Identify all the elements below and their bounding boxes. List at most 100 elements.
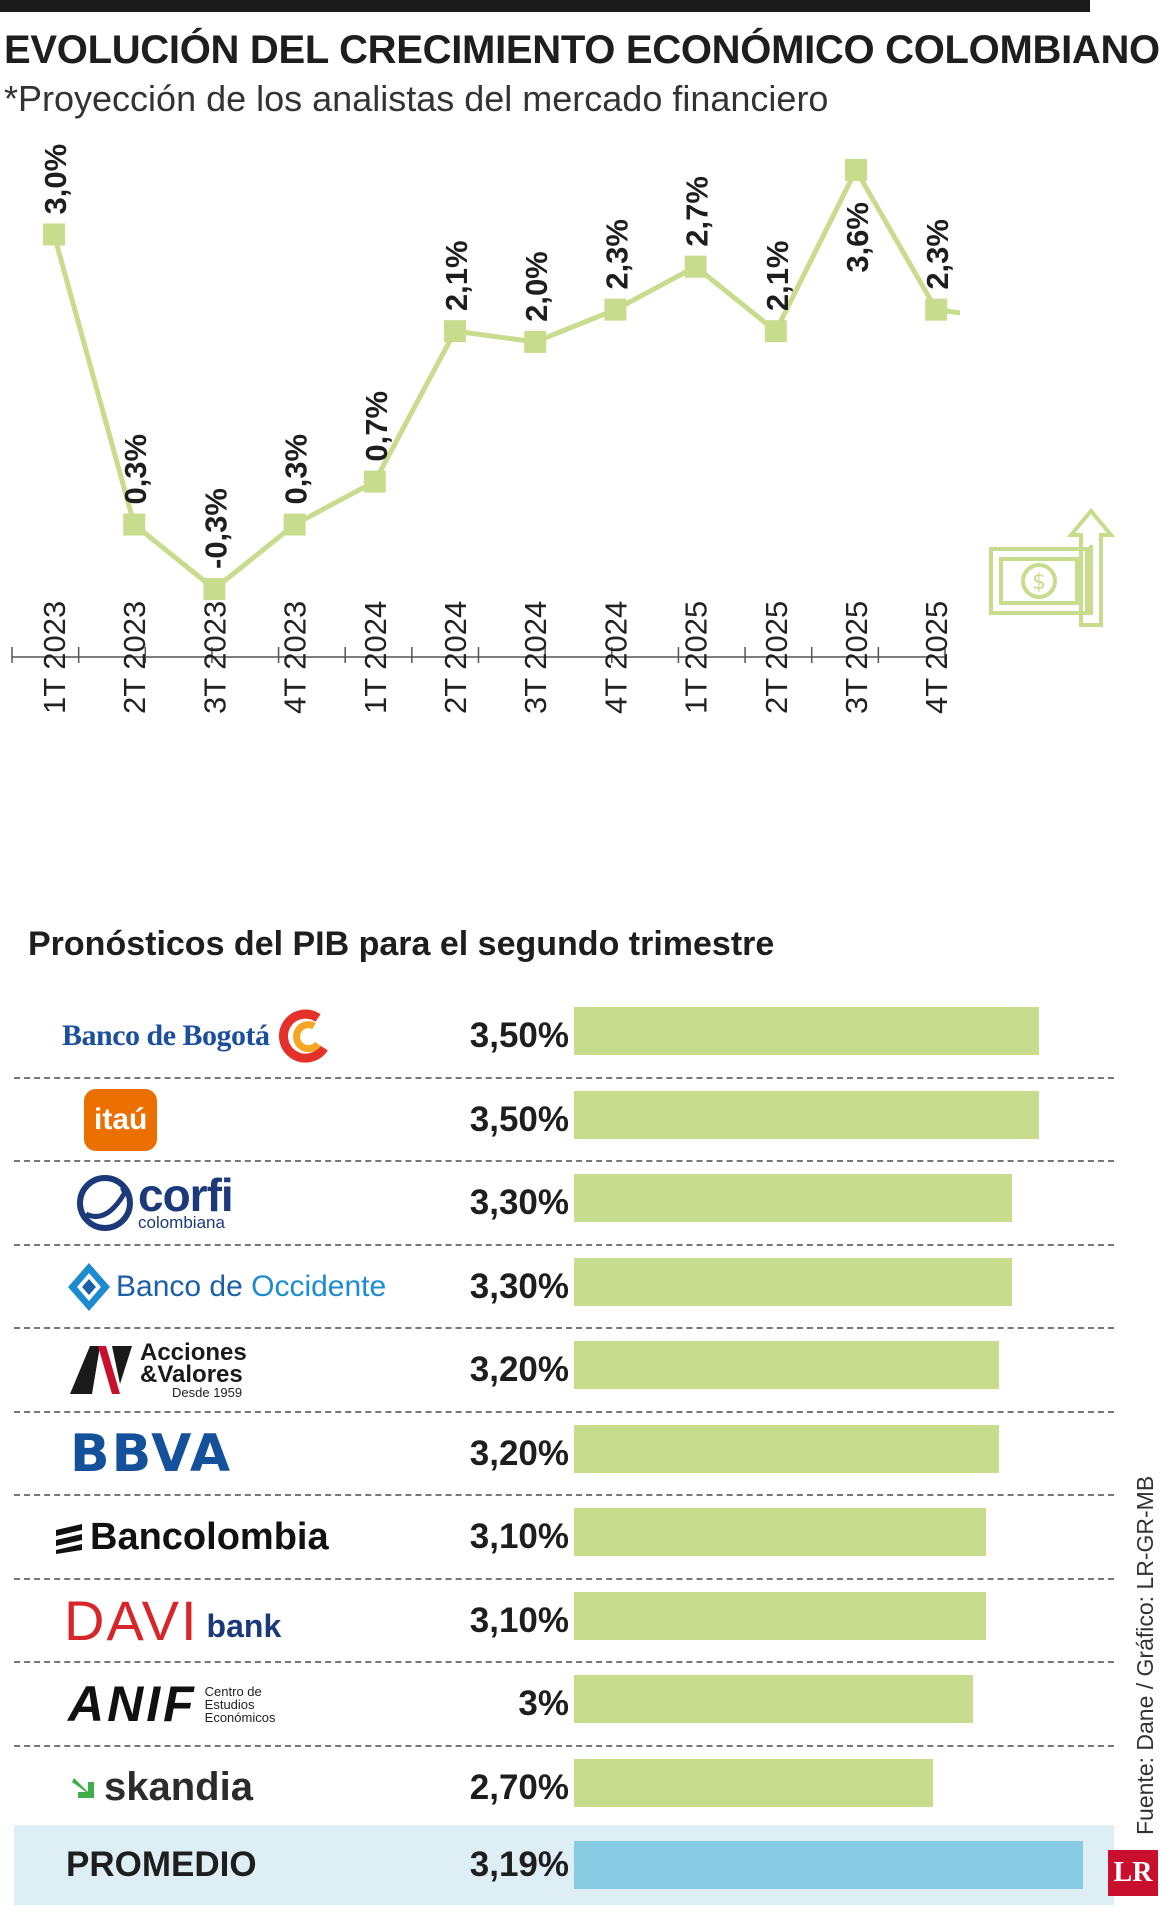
data-labels: 3,0% 0,3% -0,3% 0,3% 0,7% 2,1% 2,0% 2,3% 2,7% 2,1… — [38, 144, 955, 569]
chart-subtitle: *Proyección de los analistas del mercado… — [4, 78, 829, 119]
x-tick-label: 2T 2023 — [117, 601, 152, 714]
anif-logo-text: ANIF — [68, 1676, 197, 1732]
svg-text:$: $ — [1032, 570, 1046, 595]
x-tick-label: 1T 2024 — [358, 601, 393, 714]
forecast-table: Banco de Bogotá 3,50% itaú 3,50% corfi c… — [14, 995, 1114, 1830]
occidente-diamond-icon — [68, 1262, 110, 1311]
data-point — [123, 513, 146, 536]
bancolombia-logo: Bancolombia — [52, 1496, 329, 1578]
occidente-text-a: Banco de — [116, 1269, 252, 1303]
gdp-growth-line — [51, 167, 960, 592]
series-points — [43, 159, 948, 600]
data-label: 0,3% — [118, 434, 153, 505]
forecast-bar — [574, 1758, 933, 1807]
data-point — [684, 255, 707, 278]
data-point — [524, 330, 547, 353]
forecast-value: 3,10% — [469, 1517, 569, 1556]
x-tick-label: 4T 2023 — [278, 601, 313, 714]
x-tick-label: 2T 2024 — [438, 601, 473, 714]
data-label: -0,3% — [198, 488, 233, 569]
forecast-row-bancolombia: Bancolombia 3,10% — [14, 1496, 1114, 1580]
forecast-value: 3,20% — [469, 1350, 569, 1389]
x-axis — [11, 647, 946, 663]
av-logo-mark — [70, 1346, 132, 1394]
data-point — [363, 470, 386, 493]
forecast-value: 3,10% — [469, 1600, 569, 1640]
corfi-logo-subtext: colombiana — [138, 1213, 225, 1232]
source-credit: Fuente: Dane / Gráfico: LR-GR-MB — [1132, 1475, 1158, 1835]
bbva-logo: BBVA — [70, 1413, 232, 1495]
forecast-value: 3,20% — [469, 1433, 569, 1473]
davi-bank-text: bank — [206, 1608, 282, 1644]
acciones-since-text: Desde 1959 — [172, 1384, 243, 1400]
data-point — [203, 578, 226, 600]
data-point — [925, 298, 948, 321]
x-tick-label: 3T 2024 — [518, 601, 553, 714]
x-tick-label: 1T 2023 — [37, 601, 72, 714]
forecast-row-banco-de-bogota: Banco de Bogotá 3,50% — [14, 995, 1114, 1079]
forecast-value: 2,70% — [469, 1767, 569, 1807]
anif-sub-3: Económicos — [204, 1709, 276, 1725]
anif-sub-1: Centro de — [204, 1683, 262, 1699]
data-point — [764, 320, 787, 343]
forecast-row-corficolombiana: corfi colombiana 3,30% — [14, 1162, 1114, 1246]
corfi-logo-text: corfi — [138, 1169, 234, 1221]
data-label: 0,7% — [359, 391, 394, 462]
series-line — [51, 167, 960, 592]
average-value: 3,19% — [469, 1845, 569, 1884]
forecast-bar — [574, 1508, 986, 1556]
data-label: 3,6% — [840, 202, 875, 273]
chart-title: EVOLUCIÓN DEL CRECIMIENTO ECONÓMICO COLO… — [4, 28, 1160, 72]
data-point — [43, 223, 65, 246]
valores-text: &Valores — [140, 1360, 243, 1388]
davibank-logo: DAVI bank — [64, 1580, 281, 1662]
skandia-arrow-icon — [72, 1777, 94, 1798]
forecast-value: 3,50% — [469, 1016, 569, 1055]
forecast-row-banco-de-occidente: Banco de Occidente 3,30% — [14, 1246, 1114, 1329]
average-label: PROMEDIO — [66, 1845, 257, 1884]
average-bar — [574, 1841, 1083, 1889]
data-label: 2,3% — [920, 219, 955, 290]
forecast-value: 3,30% — [469, 1183, 569, 1222]
forecast-value: 3,50% — [469, 1099, 569, 1139]
forecast-bar — [574, 1257, 1013, 1306]
forecast-bar — [574, 1675, 973, 1723]
x-tick-label: 4T 2024 — [598, 601, 633, 714]
anif-sub-2: Estudios — [204, 1696, 255, 1712]
forecast-bar — [574, 1007, 1039, 1055]
forecast-bar — [574, 1424, 1000, 1473]
forecast-row-davibank: DAVI bank 3,10% — [14, 1580, 1114, 1663]
top-rule — [0, 0, 1090, 12]
banco-de-bogota-logo-text: Banco de Bogotá — [62, 1019, 270, 1052]
forecast-row-itau: itaú 3,50% — [14, 1079, 1114, 1162]
x-tick-label: 3T 2023 — [197, 601, 232, 714]
skandia-logo-text: skandia — [104, 1765, 253, 1809]
itau-logo-text: itaú — [84, 1088, 158, 1151]
x-tick-label: 3T 2025 — [839, 601, 874, 714]
forecast-bar — [574, 1174, 1013, 1222]
gdp-line-chart: 3,0% 0,3% -0,3% 0,3% 0,7% 2,1% 2,0% 2,3% 2,7% 2,1… — [11, 144, 960, 714]
bbva-logo-text: BBVA — [70, 1423, 233, 1484]
forecast-row-skandia: skandia 2,70% — [14, 1747, 1114, 1831]
banco-de-occidente-logo: Banco de Occidente — [66, 1246, 386, 1328]
banco-de-bogota-logo: Banco de Bogotá — [62, 995, 334, 1077]
forecast-bar — [574, 1341, 1000, 1389]
banco-de-occidente-logo-text: Banco de Occidente — [116, 1270, 386, 1304]
data-point — [845, 159, 867, 181]
bogota-logo-icon — [278, 1009, 328, 1063]
itau-logo: itaú — [54, 1079, 158, 1161]
data-label: 2,3% — [599, 219, 634, 290]
corfi-swirl-icon — [77, 1175, 133, 1231]
x-tick-labels: 1T 2023 2T 2023 3T 2023 4T 2023 1T 2024 2T 20… — [37, 601, 954, 714]
forecast-bar — [574, 1090, 1039, 1139]
lr-brand-logo: LR — [1108, 1850, 1158, 1896]
forecast-row-bbva: BBVA 3,20% — [14, 1413, 1114, 1496]
money-growth-icon: $ — [989, 507, 1116, 627]
occidente-text-b: Occidente — [251, 1269, 387, 1303]
forecast-bar — [574, 1591, 986, 1640]
bancolombia-stripes-icon — [56, 1524, 82, 1554]
data-label: 2,7% — [680, 176, 715, 247]
data-label: 3,0% — [38, 144, 73, 215]
data-point — [444, 320, 466, 343]
data-label: 2,1% — [760, 240, 795, 311]
